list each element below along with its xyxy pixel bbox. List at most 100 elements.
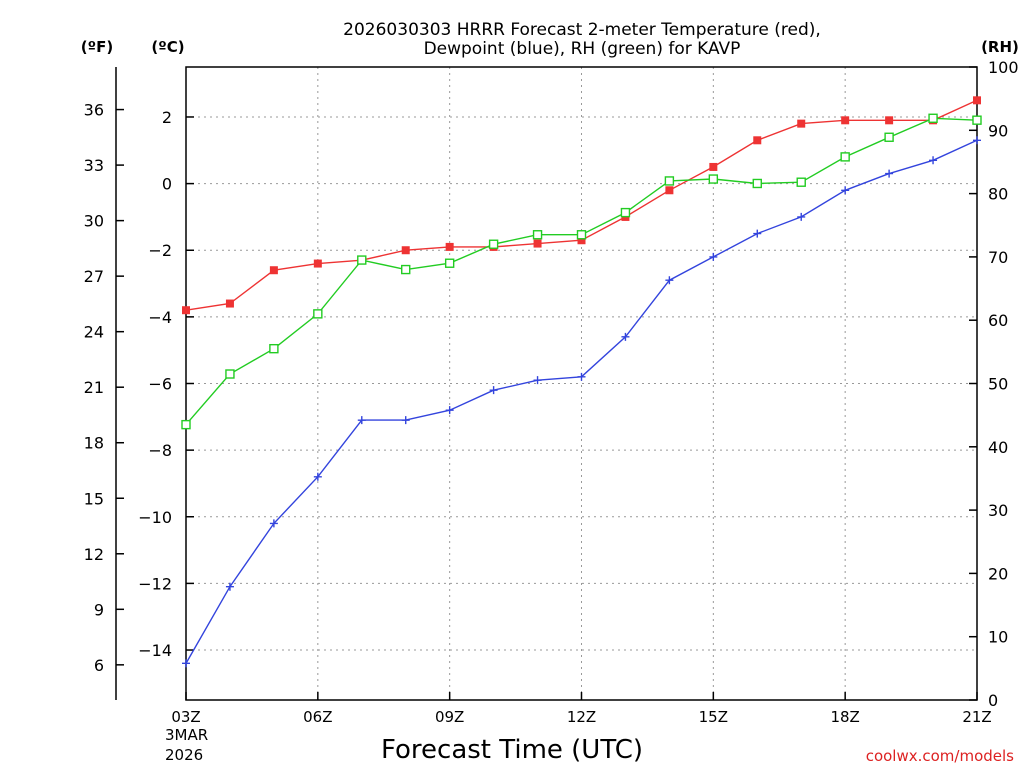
dewpoint-point — [665, 276, 674, 285]
temperature-point — [885, 116, 894, 125]
dewpoint-point — [709, 252, 718, 261]
celsius-tick-label: −6 — [148, 375, 172, 394]
celsius-unit-label: (ºC) — [151, 38, 184, 56]
rh-point — [928, 113, 938, 123]
rh-tick-label: 40 — [988, 438, 1008, 457]
rh-tick-label: 90 — [988, 121, 1008, 140]
rh-point — [620, 207, 631, 218]
rh-point — [532, 230, 543, 240]
temperature-point — [182, 306, 190, 315]
x-date-month-label: 3MAR — [165, 726, 208, 744]
dewpoint-point — [357, 416, 366, 425]
rh-tick-label: 10 — [988, 628, 1008, 647]
temperature-point — [797, 119, 806, 128]
rh-tick-label: 20 — [988, 564, 1008, 583]
credit-link[interactable]: coolwx.com/models — [866, 747, 1014, 765]
temperature-point — [225, 299, 234, 308]
dewpoint-point — [797, 212, 806, 221]
rh-point — [972, 115, 982, 125]
x-tick-label: 18Z — [830, 708, 859, 726]
rh-tick-label: 70 — [988, 248, 1008, 267]
rh-point — [796, 177, 806, 187]
rh-tick-label: 30 — [988, 501, 1008, 520]
temperature-point — [577, 236, 586, 245]
rh-point — [181, 419, 191, 430]
x-tick-label: 03Z — [171, 708, 200, 726]
temperature-point — [753, 136, 762, 145]
celsius-tick-label: 0 — [162, 175, 172, 194]
rh-tick-label: 100 — [988, 58, 1019, 77]
celsius-tick-label: −4 — [148, 308, 172, 327]
series-layer — [181, 96, 982, 668]
dewpoint-point — [182, 659, 190, 668]
temperature-point — [709, 162, 718, 171]
fahrenheit-tick-label: 27 — [84, 267, 104, 286]
rh-point — [313, 309, 323, 319]
temperature-point — [841, 116, 850, 125]
rh-unit-label: (RH) — [981, 38, 1019, 56]
dewpoint-point — [445, 406, 454, 415]
dewpoint-point — [533, 376, 542, 385]
fahrenheit-tick-label: 15 — [84, 489, 104, 508]
dewpoint-point — [973, 136, 981, 145]
dewpoint-point — [885, 169, 894, 178]
rh-tick-label: 60 — [988, 311, 1008, 330]
fahrenheit-tick-label: 33 — [84, 156, 104, 175]
celsius-tick-label: −2 — [148, 241, 172, 260]
dewpoint-point — [577, 372, 586, 381]
x-date-year-label: 2026 — [165, 746, 203, 764]
x-tick-label: 06Z — [303, 708, 332, 726]
dewpoint-point — [313, 472, 322, 481]
fahrenheit-tick-label: 12 — [84, 545, 104, 564]
temperature-point — [445, 242, 454, 251]
temperature-point — [665, 186, 674, 195]
rh-point — [357, 255, 367, 265]
rh-point — [225, 369, 235, 379]
temperature-point — [533, 239, 542, 248]
dewpoint-point — [401, 416, 410, 425]
rh-point — [488, 239, 499, 249]
fahrenheit-tick-label: 9 — [94, 600, 104, 619]
rh-point — [576, 230, 587, 240]
fahrenheit-tick-label: 24 — [84, 323, 104, 342]
celsius-tick-label: −8 — [148, 441, 172, 460]
x-tick-label: 09Z — [435, 708, 464, 726]
celsius-tick-label: −12 — [138, 574, 172, 593]
fahrenheit-tick-label: 36 — [84, 101, 104, 120]
dewpoint-point — [753, 229, 762, 238]
dewpoint-point — [269, 519, 278, 528]
x-tick-label: 15Z — [699, 708, 728, 726]
x-tick-label: 12Z — [567, 708, 596, 726]
dewpoint-point — [841, 186, 850, 195]
temperature-point — [973, 96, 981, 105]
temperature-point — [401, 246, 410, 255]
chart-title-line-1: 2026030303 HRRR Forecast 2-meter Tempera… — [343, 20, 821, 40]
rh-point — [444, 258, 455, 268]
axes: 03Z 06Z 09Z 12Z 15Z 18Z 21Z −14 −12 −10 −8 −6 −4 −2 0 2… — [84, 58, 1019, 726]
x-axis-title: Forecast Time (UTC) — [381, 735, 643, 765]
dewpoint-point — [225, 582, 234, 591]
rh-point — [708, 174, 719, 184]
rh-point — [269, 343, 279, 354]
rh-point — [401, 264, 411, 275]
chart-title-line-2: Dewpoint (blue), RH (green) for KAVP — [424, 39, 741, 59]
celsius-tick-label: −10 — [138, 508, 172, 527]
rh-point — [664, 176, 675, 186]
rh-point — [884, 132, 894, 142]
fahrenheit-tick-label: 30 — [84, 212, 104, 231]
dewpoint-point — [489, 386, 498, 395]
temperature-point — [313, 259, 322, 268]
fahrenheit-tick-label: 21 — [84, 378, 104, 397]
rh-tick-label: 50 — [988, 375, 1008, 394]
dewpoint-point — [929, 156, 938, 165]
fahrenheit-tick-label: 6 — [94, 656, 104, 675]
temperature-point — [269, 266, 278, 275]
rh-point — [752, 178, 762, 189]
rh-tick-label: 0 — [988, 691, 998, 710]
fahrenheit-tick-label: 18 — [84, 434, 104, 453]
celsius-tick-label: −14 — [138, 641, 172, 660]
rh-point — [840, 152, 850, 162]
fahrenheit-unit-label: (ºF) — [81, 38, 113, 56]
x-tick-label: 21Z — [962, 708, 991, 726]
